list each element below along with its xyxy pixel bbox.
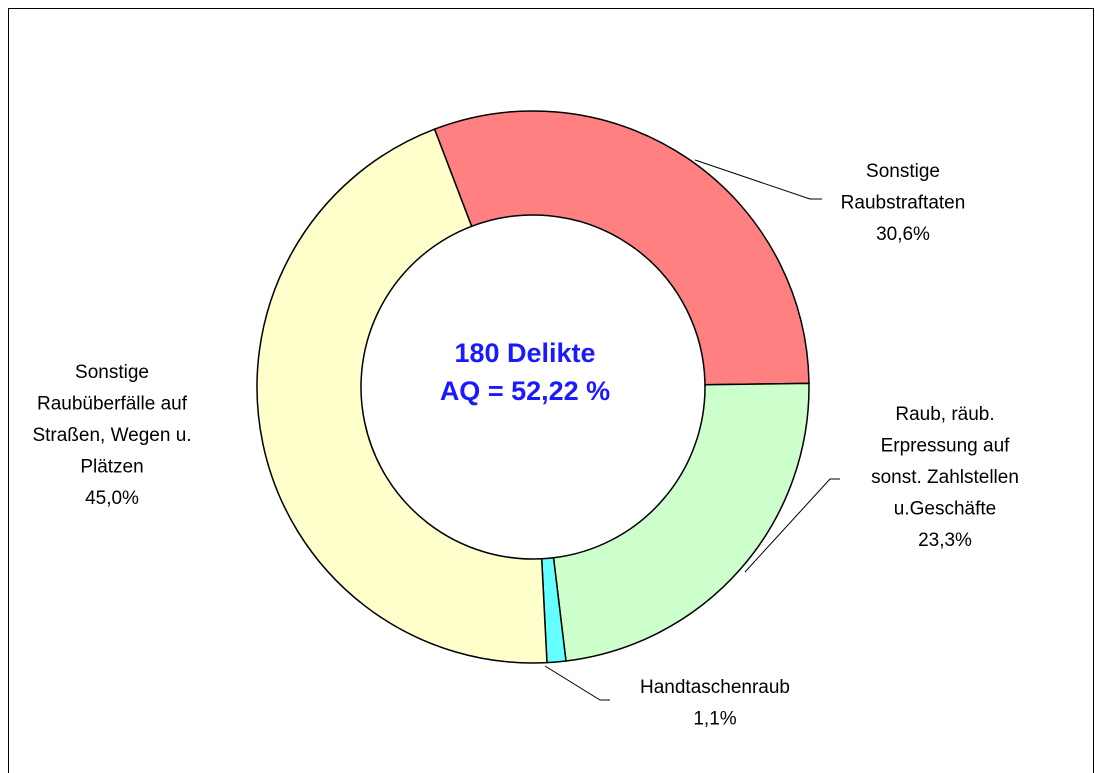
leader-line [694,159,822,200]
center-annotation: AQ = 52,22 % [440,376,610,406]
value-label: 45,0% [85,488,139,509]
leader-line [744,478,840,573]
donut-slice [552,382,810,662]
category-label: Raub, räub. Erpressung auf sonst. Zahlstel… [871,404,1019,520]
category-label: Sonstige Raubüberfälle auf Straßen, Wegen … [32,362,191,478]
center-annotation: 180 Delikte [454,338,595,368]
category-label: Handtaschenraub [640,677,790,698]
leader-line [544,665,610,701]
category-label: Sonstige Raubstraftaten [841,161,966,214]
value-label: 30,6% [876,224,930,245]
value-label: 1,1% [693,709,736,730]
value-label: 23,3% [918,530,972,551]
donut-slice [256,128,548,664]
donut-slice [433,110,810,386]
